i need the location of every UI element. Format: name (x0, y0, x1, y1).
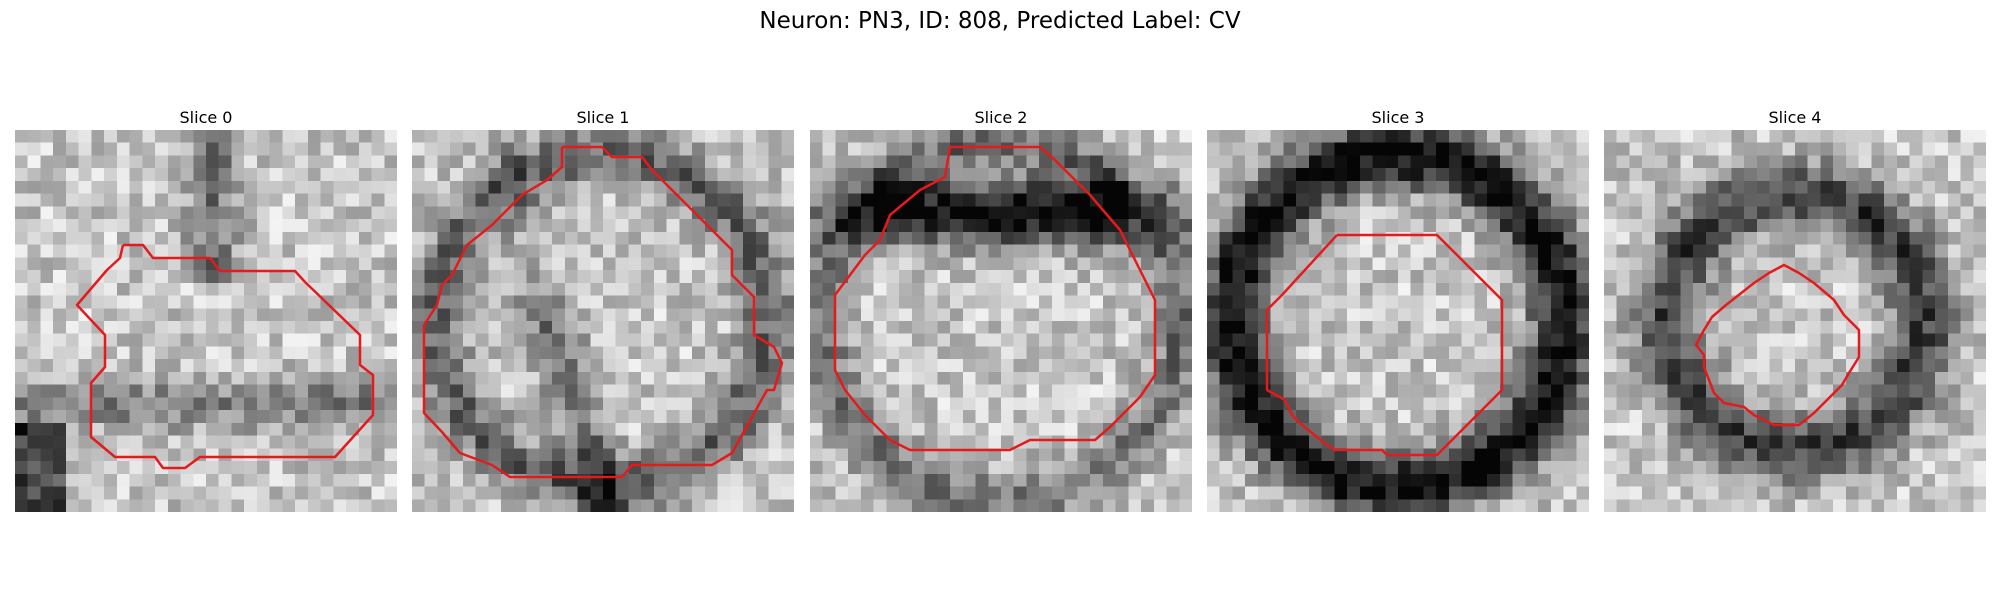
slice-title-4: Slice 4 (1768, 108, 1822, 127)
slice-panel-3: Slice 3 (1207, 108, 1589, 512)
slice-title-3: Slice 3 (1371, 108, 1425, 127)
slice-panel-2: Slice 2 (810, 108, 1192, 512)
slice-image-2 (810, 130, 1192, 512)
slice-image-4 (1604, 130, 1986, 512)
slice-panel-1: Slice 1 (412, 108, 794, 512)
slice-image-1 (412, 130, 794, 512)
slice-title-2: Slice 2 (974, 108, 1028, 127)
slice-title-1: Slice 1 (576, 108, 630, 127)
slice-image-3 (1207, 130, 1589, 512)
slice-title-0: Slice 0 (179, 108, 233, 127)
slice-panel-4: Slice 4 (1604, 108, 1986, 512)
slice-image-0 (15, 130, 397, 512)
figure-title: Neuron: PN3, ID: 808, Predicted Label: C… (759, 8, 1241, 34)
slice-panel-0: Slice 0 (15, 108, 397, 512)
